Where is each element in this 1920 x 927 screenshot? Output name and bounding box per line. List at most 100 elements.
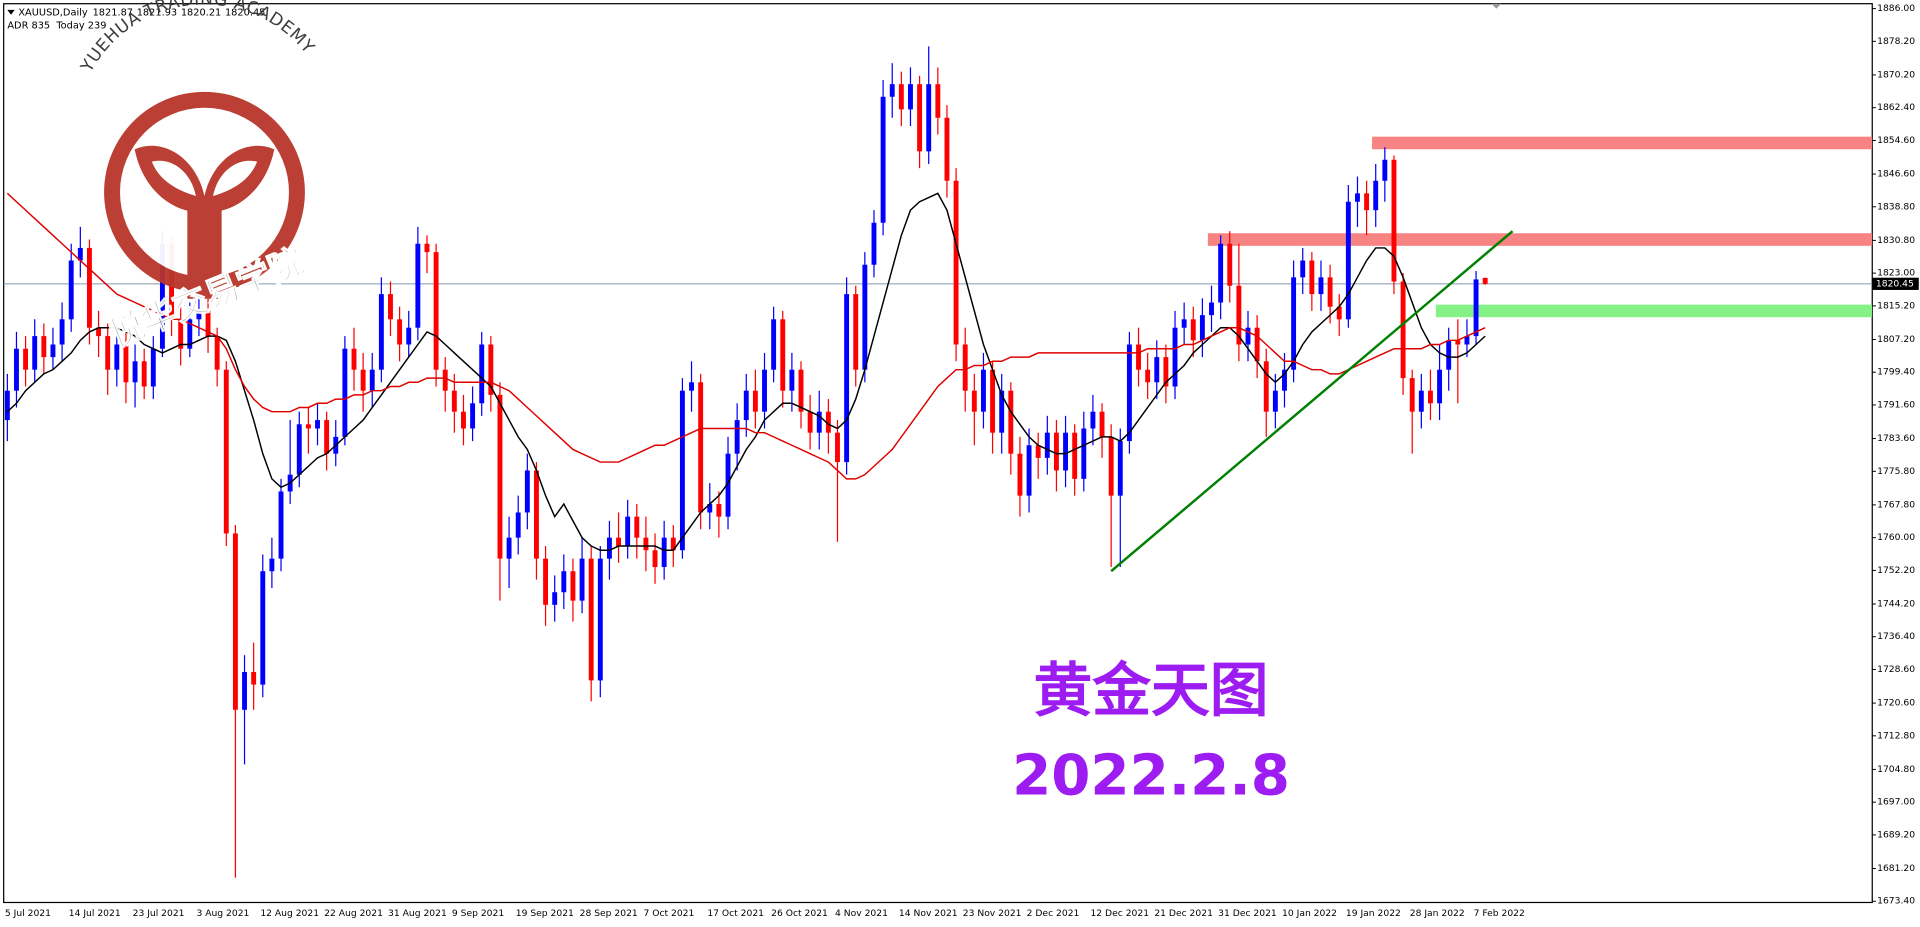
candle-body bbox=[305, 424, 311, 429]
candle-body bbox=[661, 537, 667, 568]
candle-body bbox=[1282, 369, 1287, 391]
candle-body bbox=[296, 424, 302, 475]
candle-body bbox=[87, 247, 92, 328]
candle-body bbox=[369, 369, 375, 391]
candle-body bbox=[41, 336, 47, 358]
candle-body bbox=[4, 390, 10, 421]
candle-body bbox=[59, 319, 65, 345]
candle-body bbox=[1154, 357, 1160, 383]
y-tick-label: 1760.00 bbox=[1877, 532, 1915, 543]
candle-body bbox=[798, 369, 804, 412]
candle-body bbox=[1391, 159, 1397, 282]
candle-body bbox=[14, 348, 19, 391]
candle-body bbox=[497, 394, 503, 559]
y-tick-label: 1838.80 bbox=[1877, 201, 1915, 212]
price-tag bbox=[1872, 277, 1919, 290]
candle-body bbox=[1136, 344, 1141, 370]
price-tag-label: 1820.45 bbox=[1876, 278, 1914, 289]
candle-body bbox=[260, 571, 266, 685]
plot-area bbox=[3, 46, 1873, 878]
candle-body bbox=[844, 294, 850, 463]
candle-body bbox=[1044, 432, 1050, 458]
chart-subtitle: 2022.2.8 bbox=[1012, 743, 1290, 808]
trendline bbox=[1110, 230, 1514, 573]
y-tick-label: 1830.80 bbox=[1877, 235, 1915, 246]
candle-body bbox=[269, 558, 275, 572]
x-tick-label: 3 Aug 2021 bbox=[196, 908, 249, 919]
last-open: 1821.87 bbox=[93, 7, 133, 18]
candle-body bbox=[1008, 390, 1014, 454]
candle-body bbox=[588, 558, 594, 681]
candle-body bbox=[214, 336, 220, 370]
candle-body bbox=[342, 348, 348, 437]
candle-body bbox=[1236, 285, 1242, 345]
candle-body bbox=[232, 533, 238, 710]
candle-body bbox=[315, 420, 320, 429]
y-tick-label: 1791.60 bbox=[1877, 399, 1915, 410]
candle-body bbox=[1245, 327, 1251, 345]
candle-body bbox=[1364, 193, 1370, 211]
candle-body bbox=[570, 571, 576, 601]
candle-body bbox=[1190, 319, 1196, 341]
logo-mark-detail bbox=[151, 160, 258, 196]
x-tick-label: 4 Nov 2021 bbox=[835, 908, 888, 919]
candle-body bbox=[597, 558, 603, 681]
candle-body bbox=[324, 420, 330, 454]
price-zone bbox=[1435, 304, 1873, 318]
candle-body bbox=[1117, 441, 1123, 496]
candle-body bbox=[159, 243, 165, 349]
candle-body bbox=[716, 504, 722, 517]
candle-body bbox=[652, 550, 658, 568]
candle-body bbox=[953, 180, 959, 345]
candle-body bbox=[1327, 277, 1333, 307]
candle-body bbox=[524, 470, 530, 513]
y-tick-label: 1807.20 bbox=[1877, 334, 1915, 345]
candle-body bbox=[1418, 390, 1424, 412]
candle-body bbox=[1026, 445, 1032, 496]
candle-body bbox=[880, 96, 886, 223]
candle-body bbox=[789, 369, 795, 391]
y-tick-label: 1681.20 bbox=[1877, 863, 1915, 874]
y-tick-label: 1846.60 bbox=[1877, 169, 1915, 180]
candle-body bbox=[1126, 344, 1132, 442]
last-close: 1820.45 bbox=[225, 7, 265, 18]
candle-body bbox=[196, 310, 202, 320]
header: XAUUSD,Daily 1821.87 1821.93 1820.21 1820.45 bbox=[18, 7, 265, 18]
y-tick-label: 1697.00 bbox=[1877, 797, 1915, 808]
candle-body bbox=[1345, 201, 1351, 320]
x-tick-label: 19 Jan 2022 bbox=[1346, 908, 1401, 919]
candle-body bbox=[898, 84, 904, 110]
candle-body bbox=[862, 264, 868, 370]
y-tick-label: 1862.40 bbox=[1877, 102, 1915, 113]
candle-body bbox=[962, 344, 968, 391]
y-tick-label: 1673.40 bbox=[1877, 896, 1915, 907]
y-tick-label: 1728.60 bbox=[1877, 664, 1915, 675]
candle-body bbox=[515, 512, 521, 538]
moving-average bbox=[6, 192, 1486, 551]
candle-body bbox=[1455, 340, 1461, 345]
y-tick-label: 1823.00 bbox=[1877, 268, 1915, 279]
candle-body bbox=[415, 243, 421, 328]
x-tick-label: 26 Oct 2021 bbox=[771, 908, 828, 919]
candle-body bbox=[461, 411, 466, 429]
logo-mark bbox=[134, 145, 275, 299]
candle-body bbox=[1090, 411, 1096, 429]
candle-body bbox=[1409, 378, 1415, 412]
x-tick-label: 7 Feb 2022 bbox=[1474, 908, 1525, 919]
candle-body bbox=[871, 222, 877, 265]
y-tick-label: 1886.00 bbox=[1877, 3, 1915, 14]
candle-body bbox=[470, 403, 476, 429]
x-tick-label: 19 Sep 2021 bbox=[516, 908, 574, 919]
candle-body bbox=[114, 344, 120, 370]
candle-body bbox=[1108, 436, 1114, 496]
candle-body bbox=[908, 84, 913, 110]
symbol: XAUUSD,Daily bbox=[18, 7, 88, 18]
candle-body bbox=[488, 344, 494, 395]
candle-body bbox=[1035, 445, 1041, 458]
candle-body bbox=[1209, 302, 1214, 316]
candle-body bbox=[670, 537, 676, 551]
x-tick-label: 23 Nov 2021 bbox=[963, 908, 1022, 919]
price-zone bbox=[1207, 233, 1873, 246]
x-tick-label: 31 Aug 2021 bbox=[388, 908, 447, 919]
